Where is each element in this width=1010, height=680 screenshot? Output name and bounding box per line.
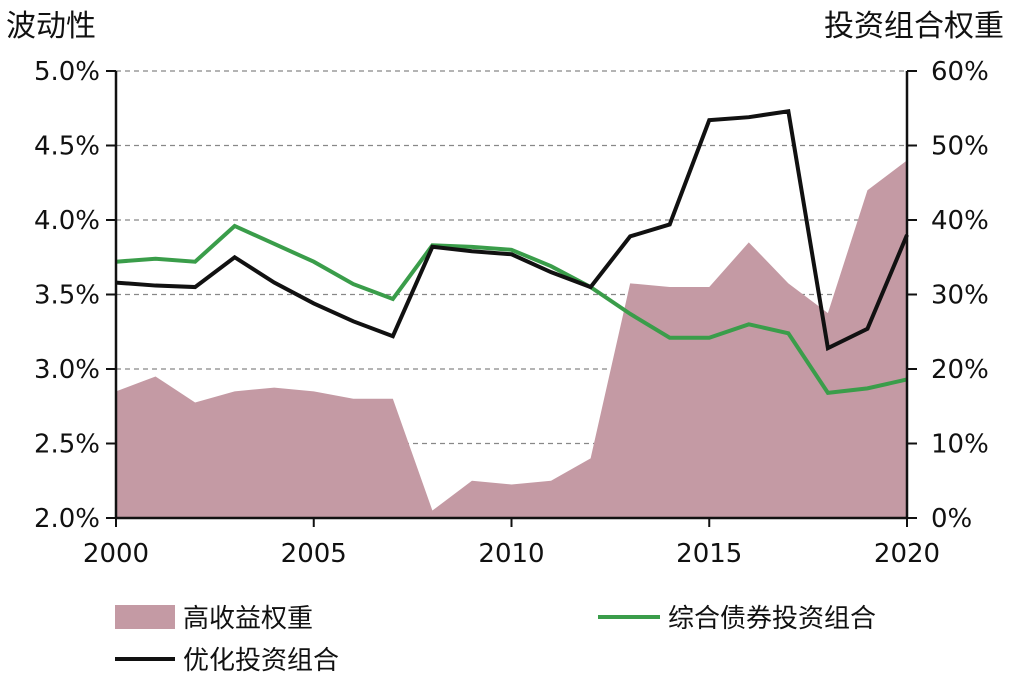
- area-series-layer: [116, 160, 907, 518]
- left-axis-title: 波动性: [6, 9, 96, 44]
- left-tick-label: 3.0%: [34, 355, 100, 385]
- axes: [106, 70, 917, 527]
- left-tick-label: 2.5%: [34, 430, 100, 460]
- tick-labels: 2.0% 2.5% 3.0% 3.5% 4.0% 4.5% 5.0% 0% 10% 20% 30% 4…: [34, 57, 989, 569]
- line-optimized-portfolio: [115, 108, 909, 352]
- right-tick-label: 60%: [931, 57, 989, 87]
- x-tick-label: 2010: [478, 539, 544, 569]
- left-tick-label: 2.0%: [34, 504, 100, 534]
- right-tick-label: 30%: [931, 281, 989, 311]
- x-tick-label: 2020: [874, 539, 940, 569]
- right-tick-label: 40%: [931, 206, 989, 236]
- legend-label-aggregate: 综合债券投资组合: [668, 604, 876, 634]
- right-tick-label: 10%: [931, 430, 989, 460]
- right-tick-label: 0%: [931, 504, 972, 534]
- right-axis-title: 投资组合权重: [824, 9, 1004, 44]
- line-series-layer: [115, 108, 909, 395]
- x-tick-label: 2005: [281, 539, 347, 569]
- right-tick-label: 20%: [931, 355, 989, 385]
- left-tick-label: 4.0%: [34, 206, 100, 236]
- right-tick-label: 50%: [931, 132, 989, 162]
- left-tick-label: 4.5%: [34, 132, 100, 162]
- line-aggregate-bond-portfolio: [115, 223, 908, 395]
- x-tick-label: 2000: [83, 539, 149, 569]
- legend-swatch-high-yield: [115, 605, 175, 629]
- legend-label-high-yield: 高收益权重: [183, 604, 313, 634]
- legend-label-optimized: 优化投资组合: [183, 646, 339, 676]
- left-tick-label: 3.5%: [34, 281, 100, 311]
- x-tick-label: 2015: [676, 539, 742, 569]
- left-tick-label: 5.0%: [34, 57, 100, 87]
- legend: 高收益权重 综合债券投资组合 优化投资组合: [115, 604, 876, 676]
- area-high-yield-weight: [116, 160, 907, 518]
